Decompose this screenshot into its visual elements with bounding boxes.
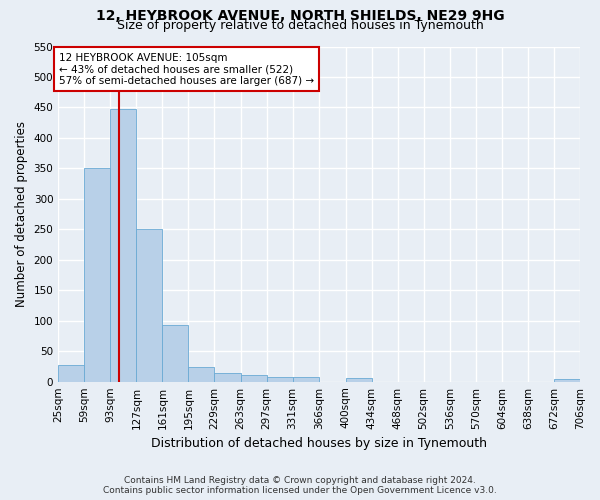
Bar [293, 378, 319, 382]
Y-axis label: Number of detached properties: Number of detached properties [15, 121, 28, 307]
Bar [241, 375, 266, 382]
Bar [110, 110, 136, 382]
Bar [188, 367, 214, 382]
Bar [266, 378, 293, 382]
Text: 12 HEYBROOK AVENUE: 105sqm
← 43% of detached houses are smaller (522)
57% of sem: 12 HEYBROOK AVENUE: 105sqm ← 43% of deta… [59, 52, 314, 86]
Bar [346, 378, 371, 382]
Bar [554, 378, 580, 382]
Bar [163, 325, 188, 382]
Bar [58, 364, 84, 382]
X-axis label: Distribution of detached houses by size in Tynemouth: Distribution of detached houses by size … [151, 437, 487, 450]
Bar [214, 373, 241, 382]
Bar [84, 168, 110, 382]
Text: Size of property relative to detached houses in Tynemouth: Size of property relative to detached ho… [116, 19, 484, 32]
Bar [136, 230, 163, 382]
Text: Contains HM Land Registry data © Crown copyright and database right 2024.
Contai: Contains HM Land Registry data © Crown c… [103, 476, 497, 495]
Text: 12, HEYBROOK AVENUE, NORTH SHIELDS, NE29 9HG: 12, HEYBROOK AVENUE, NORTH SHIELDS, NE29… [95, 9, 505, 23]
